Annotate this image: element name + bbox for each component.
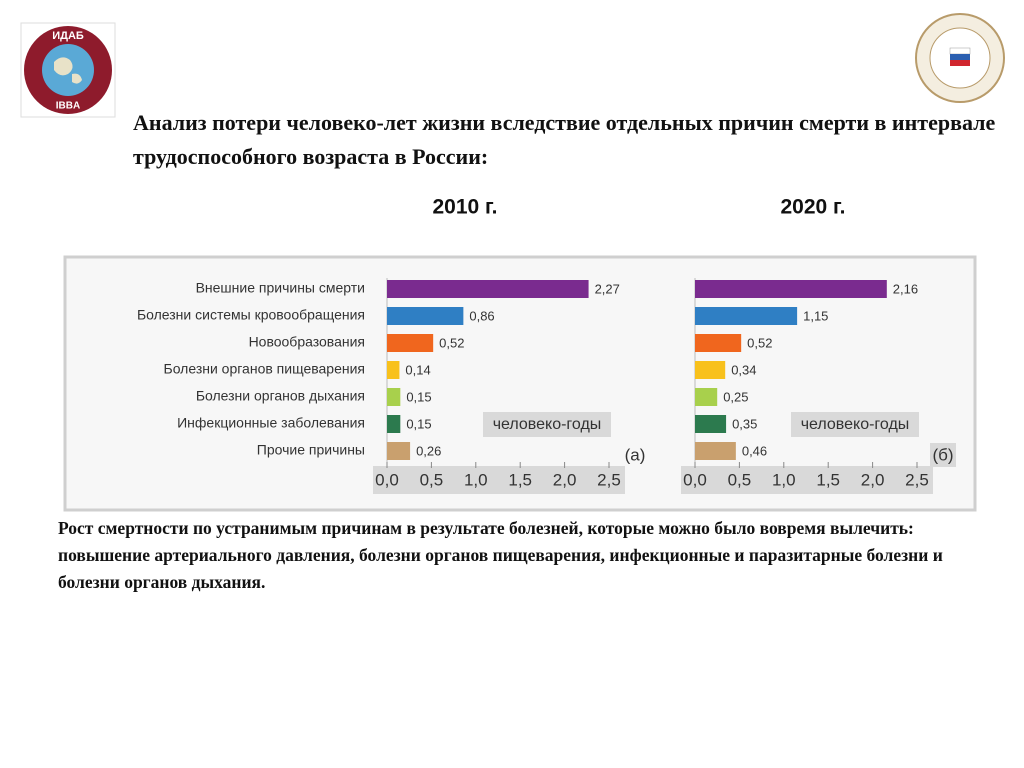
value-label: 0,26 xyxy=(416,443,441,458)
category-label: Внешние причины смерти xyxy=(196,280,365,296)
bar xyxy=(695,415,727,433)
bar xyxy=(387,334,434,352)
annotation: (б) xyxy=(932,445,953,464)
x-tick-label: 0,5 xyxy=(420,470,444,489)
bar xyxy=(695,307,798,325)
axis-band xyxy=(681,466,933,494)
value-label: 0,34 xyxy=(731,362,756,377)
value-label: 0,15 xyxy=(406,416,431,431)
bar xyxy=(695,442,736,460)
bar xyxy=(387,307,464,325)
x-tick-label: 2,5 xyxy=(905,470,929,489)
footer-paragraph: повышение артериального давления, болезн… xyxy=(58,545,943,592)
x-tick-label: 1,5 xyxy=(508,470,532,489)
value-label: 0,35 xyxy=(732,416,757,431)
x-tick-label: 2,5 xyxy=(597,470,621,489)
category-label: Новообразования xyxy=(249,334,365,350)
x-tick-label: 0,5 xyxy=(728,470,752,489)
x-tick-label: 1,5 xyxy=(816,470,840,489)
bar xyxy=(695,388,718,406)
annotation-box xyxy=(483,412,611,437)
annotation: (а) xyxy=(625,445,646,464)
category-label: Прочие причины xyxy=(257,442,365,458)
bar xyxy=(695,361,726,379)
annotation-box xyxy=(791,412,919,437)
slide-title: Анализ потери человеко-лет жизни вследст… xyxy=(133,110,996,169)
value-label: 1,15 xyxy=(803,308,828,323)
chart-title: 2010 г. xyxy=(432,196,497,219)
x-tick-label: 1,0 xyxy=(772,470,796,489)
category-label: Болезни системы кровообращения xyxy=(137,307,365,323)
x-tick-label: 2,0 xyxy=(861,470,885,489)
bar xyxy=(695,334,742,352)
category-label: Болезни органов дыхания xyxy=(196,388,365,404)
chart-title: 2020 г. xyxy=(780,196,845,219)
value-label: 2,16 xyxy=(893,281,918,296)
x-tick-label: 0,0 xyxy=(683,470,707,489)
logo-continents xyxy=(54,57,82,84)
value-label: 0,25 xyxy=(723,389,748,404)
bar xyxy=(387,280,589,298)
annotation: человеко-годы xyxy=(801,416,910,433)
x-tick-label: 0,0 xyxy=(375,470,399,489)
bar xyxy=(387,361,400,379)
value-label: 0,86 xyxy=(469,308,494,323)
category-label: Инфекционные заболевания xyxy=(177,415,365,431)
logo-flag xyxy=(950,60,970,66)
value-label: 0,52 xyxy=(439,335,464,350)
value-label: 2,27 xyxy=(595,281,620,296)
axis-band xyxy=(373,466,625,494)
annotation: человеко-годы xyxy=(493,416,602,433)
value-label: 0,46 xyxy=(742,443,767,458)
annotation-box xyxy=(930,443,956,467)
bar xyxy=(387,388,401,406)
bar xyxy=(387,442,411,460)
footer-text: Рост смертности по устранимым причинам в… xyxy=(58,515,973,596)
x-tick-label: 1,0 xyxy=(464,470,488,489)
x-tick-label: 2,0 xyxy=(553,470,577,489)
logo-right xyxy=(915,13,1005,103)
charts: 2010 г. 0,0 0,5 1,0 1,5 2,0 2,5 Внешние причины… xyxy=(63,196,977,512)
category-label: Болезни органов пищеварения xyxy=(164,361,366,377)
value-label: 0,14 xyxy=(405,362,430,377)
bar xyxy=(695,280,887,298)
footer-paragraph: Рост смертности по устранимым причинам в… xyxy=(58,518,914,538)
logo-left: ИДАБ IBBA xyxy=(20,22,116,118)
logo-flag xyxy=(950,54,970,60)
value-label: 0,15 xyxy=(406,389,431,404)
value-label: 0,52 xyxy=(747,335,772,350)
logo-text: IBBA xyxy=(56,101,80,112)
logo-text: ИДАБ xyxy=(52,30,84,42)
bar xyxy=(387,415,401,433)
